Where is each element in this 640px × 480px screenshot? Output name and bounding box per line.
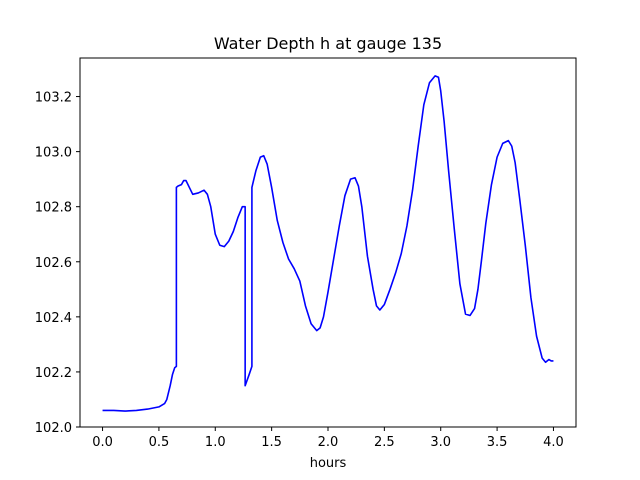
y-tick-label: 102.4: [35, 311, 72, 326]
x-tick-label: 3.5: [487, 435, 508, 450]
x-tick-label: 0.5: [149, 435, 170, 450]
y-tick-label: 102.0: [35, 421, 72, 436]
x-tick-label: 2.0: [318, 435, 339, 450]
x-tick-label: 2.5: [374, 435, 395, 450]
x-tick-label: 1.5: [261, 435, 282, 450]
y-tick-label: 102.2: [35, 366, 72, 381]
x-tick-label: 1.0: [205, 435, 226, 450]
y-tick-label: 103.2: [35, 91, 72, 106]
x-tick-label: 4.0: [543, 435, 564, 450]
x-axis: 0.0 0.5 1.0 1.5 2.0 2.5 3.0 3.5 4.0: [92, 427, 564, 450]
chart-title: Water Depth h at gauge 135: [214, 34, 442, 53]
y-tick-label: 102.6: [35, 256, 72, 271]
x-axis-label: hours: [310, 456, 347, 471]
series-line-water-depth: [102, 75, 554, 412]
x-tick-label: 3.0: [430, 435, 451, 450]
x-tick-label: 0.0: [92, 435, 113, 450]
y-axis: 102.0 102.2 102.4 102.6 102.8 103.0 103.2: [35, 91, 80, 436]
y-tick-label: 102.8: [35, 201, 72, 216]
y-tick-label: 103.0: [35, 146, 72, 161]
plot-area-frame: [79, 57, 577, 428]
